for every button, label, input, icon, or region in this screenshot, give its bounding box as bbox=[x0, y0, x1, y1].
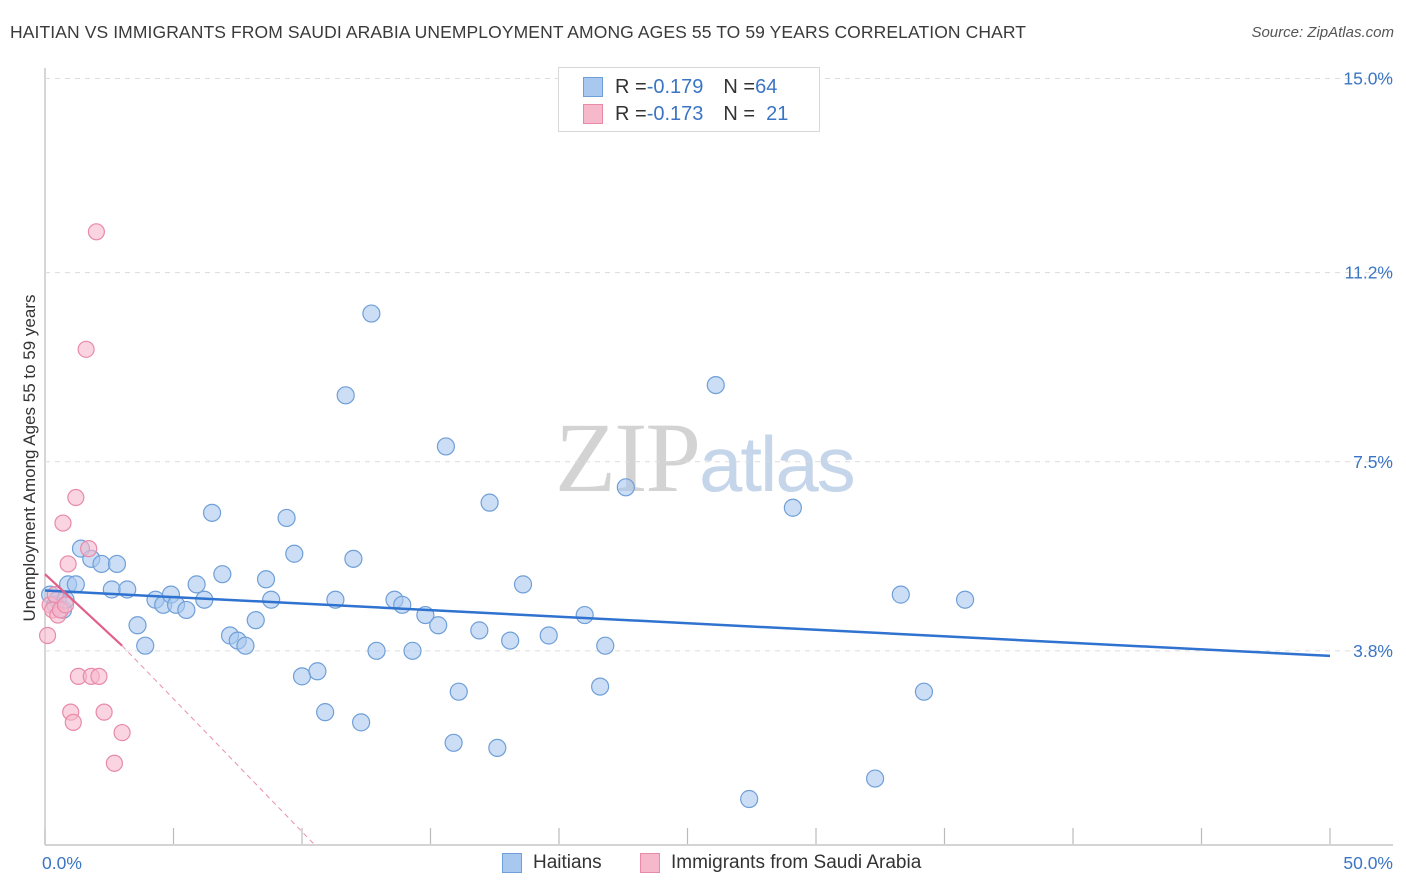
saudi-point bbox=[77, 340, 95, 358]
haitian-point bbox=[136, 636, 155, 655]
y-tick-label: 7.5% bbox=[1353, 452, 1393, 472]
haitian-point bbox=[213, 565, 232, 584]
haitian-point bbox=[256, 570, 276, 589]
saudi-point bbox=[64, 713, 82, 731]
n-value: 21 bbox=[766, 102, 789, 125]
legend-label-saudi: Immigrants from Saudi Arabia bbox=[671, 852, 922, 873]
legend-row-saudi: R = -0.173 N = 21 bbox=[583, 101, 788, 127]
haitian-point bbox=[292, 667, 312, 686]
haitian-point bbox=[470, 621, 489, 640]
correlation-legend: R = -0.179 N = 64 R = -0.173 N = 21 bbox=[558, 67, 820, 132]
chart-title: HAITIAN VS IMMIGRANTS FROM SAUDI ARABIA … bbox=[10, 22, 1027, 42]
haitian-point bbox=[362, 304, 381, 323]
haitian-point bbox=[706, 376, 725, 395]
y-axis-label: Unemployment Among Ages 55 to 59 years bbox=[20, 294, 39, 622]
x-tick-label: 50.0% bbox=[1343, 853, 1393, 873]
haitian-point bbox=[596, 636, 615, 655]
haitian-point bbox=[429, 616, 448, 635]
saudi-point bbox=[59, 555, 77, 573]
saudi-trendline-extension bbox=[121, 645, 316, 846]
r-value: -0.173 bbox=[646, 102, 704, 125]
haitian-point bbox=[449, 682, 468, 701]
y-tick-label: 3.8% bbox=[1353, 641, 1393, 661]
n-label: N = bbox=[723, 102, 756, 125]
haitian-point bbox=[107, 554, 127, 574]
haitian-point bbox=[501, 631, 520, 650]
haitian-point bbox=[92, 554, 111, 574]
haitian-point bbox=[480, 493, 499, 512]
haitian-point bbox=[891, 585, 910, 604]
saudi-trendline bbox=[44, 573, 123, 647]
y-tick-label: 11.2% bbox=[1345, 263, 1393, 283]
haitian-point bbox=[513, 575, 533, 594]
haitian-point bbox=[177, 600, 196, 620]
haitian-point bbox=[308, 662, 327, 681]
legend-item-haitians: Haitians bbox=[502, 852, 602, 874]
haitian-point bbox=[575, 605, 594, 625]
haitian-point bbox=[236, 636, 255, 655]
haitian-point bbox=[488, 738, 507, 758]
legend-label-haitians: Haitians bbox=[533, 852, 602, 873]
y-tick-label: 15.0% bbox=[1343, 69, 1393, 89]
haitian-point bbox=[367, 641, 386, 660]
saudi-point bbox=[67, 488, 85, 507]
haitian-point bbox=[128, 616, 147, 635]
haitian-point bbox=[336, 386, 355, 405]
r-value: -0.179 bbox=[646, 75, 704, 98]
r-label: R = bbox=[615, 75, 647, 98]
saudi-point bbox=[105, 754, 123, 772]
saudi-point bbox=[95, 703, 113, 721]
haitian-point bbox=[246, 611, 265, 630]
source-credit: Source: ZipAtlas.com bbox=[1251, 24, 1394, 41]
haitian-point bbox=[591, 677, 610, 696]
haitian-point bbox=[539, 626, 558, 645]
haitian-point bbox=[866, 769, 885, 788]
saudi-point bbox=[56, 596, 75, 614]
watermark-atlas: atlas bbox=[699, 420, 856, 508]
r-label: R = bbox=[615, 102, 647, 125]
haitian-point bbox=[66, 575, 85, 594]
haitian-point bbox=[262, 590, 281, 609]
haitian-point bbox=[202, 503, 222, 522]
saudi-legend-swatch bbox=[640, 853, 660, 873]
haitian-point bbox=[316, 703, 335, 722]
saudi-point bbox=[54, 514, 72, 532]
haitian-point bbox=[393, 595, 412, 614]
haitian-point bbox=[783, 498, 802, 517]
haitian-point bbox=[616, 478, 635, 497]
haitian-point bbox=[277, 508, 296, 528]
saudi-swatch bbox=[583, 104, 603, 124]
saudi-point bbox=[80, 540, 98, 558]
haitians-swatch bbox=[583, 77, 603, 97]
n-value: 64 bbox=[755, 75, 778, 98]
haitian-point bbox=[285, 544, 304, 563]
saudi-point bbox=[90, 667, 108, 685]
saudi-point bbox=[38, 626, 57, 645]
haitian-point bbox=[352, 713, 371, 732]
haitian-point bbox=[740, 789, 759, 809]
haitians-trendline bbox=[44, 589, 1331, 658]
haitian-point bbox=[187, 575, 206, 594]
saudi-point bbox=[87, 223, 106, 241]
haitian-point bbox=[914, 682, 934, 701]
saudi-point bbox=[113, 723, 131, 742]
haitian-point bbox=[344, 549, 363, 568]
haitians-legend-swatch bbox=[502, 853, 522, 873]
haitian-point bbox=[436, 437, 456, 456]
x-tick-label: 0.0% bbox=[42, 853, 82, 873]
haitian-point bbox=[403, 641, 422, 660]
haitian-point bbox=[444, 733, 463, 752]
legend-item-saudi: Immigrants from Saudi Arabia bbox=[640, 852, 921, 874]
n-label: N = bbox=[723, 75, 756, 98]
haitian-point bbox=[955, 590, 975, 609]
legend-row-haitians: R = -0.179 N = 64 bbox=[583, 74, 777, 100]
